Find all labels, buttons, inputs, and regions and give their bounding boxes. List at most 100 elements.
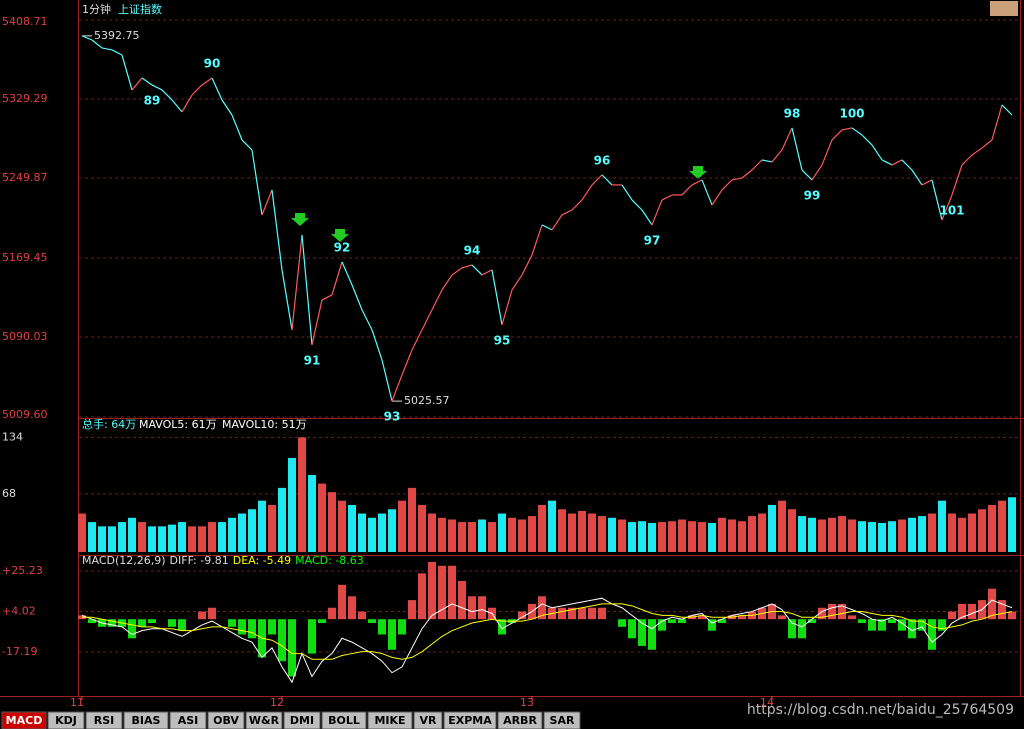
macd-title: MACD(12,26,9) bbox=[82, 554, 166, 567]
volume-bar bbox=[198, 526, 206, 552]
volume-bar bbox=[278, 487, 286, 552]
tab-label[interactable]: EXPMA bbox=[448, 714, 492, 727]
macd-bar bbox=[828, 603, 836, 620]
tab[interactable] bbox=[543, 711, 581, 729]
wave-label: 96 bbox=[594, 153, 611, 167]
diff-readout: DIFF: -9.81 bbox=[170, 554, 229, 567]
price-segment bbox=[651, 199, 663, 226]
volume-bar bbox=[618, 519, 626, 552]
volume-bar bbox=[448, 519, 456, 552]
volume-bar bbox=[348, 504, 356, 552]
price-segment bbox=[121, 54, 133, 91]
price-segment bbox=[241, 139, 253, 151]
volume-bar bbox=[338, 500, 346, 552]
volume-bar bbox=[78, 513, 86, 552]
tab[interactable] bbox=[169, 711, 207, 729]
tab-label[interactable]: MIKE bbox=[374, 714, 405, 727]
y-tick-label: 68 bbox=[2, 487, 16, 500]
price-segment bbox=[841, 127, 853, 131]
volume-bar bbox=[738, 521, 746, 552]
volume-bar bbox=[578, 510, 586, 552]
volume-bar bbox=[888, 521, 896, 552]
price-segment bbox=[421, 309, 433, 331]
price-segment bbox=[621, 184, 633, 201]
macd-bar bbox=[328, 607, 336, 620]
macd-bar bbox=[88, 619, 96, 624]
price-segment bbox=[881, 159, 893, 166]
volume-bar bbox=[358, 513, 366, 552]
y-tick-label: 5329.29 bbox=[2, 92, 48, 105]
macd-bar bbox=[808, 619, 816, 624]
volume-bar bbox=[768, 504, 776, 552]
tab-label[interactable]: W&R bbox=[249, 714, 280, 727]
tab-label[interactable]: SAR bbox=[550, 714, 575, 727]
volume-bar bbox=[268, 504, 276, 552]
macd-bar bbox=[998, 600, 1006, 620]
macd-bar bbox=[698, 615, 706, 620]
volume-bar bbox=[978, 509, 986, 552]
tab-label[interactable]: OBV bbox=[213, 714, 239, 727]
volume-bar bbox=[798, 516, 806, 552]
tab[interactable] bbox=[283, 711, 321, 729]
tab-label[interactable]: ASI bbox=[178, 714, 199, 727]
macd-bar bbox=[518, 611, 526, 620]
y-tick-label: +25.23 bbox=[2, 564, 43, 577]
macd-bar bbox=[858, 619, 866, 624]
watermark: https://blog.csdn.net/baidu_25764509 bbox=[747, 702, 1014, 718]
tab[interactable] bbox=[245, 711, 283, 729]
wave-label: 90 bbox=[204, 57, 221, 71]
tab[interactable] bbox=[207, 711, 245, 729]
macd-bar bbox=[278, 619, 286, 662]
volume-bar bbox=[808, 517, 816, 552]
volume-bar bbox=[858, 521, 866, 552]
tab[interactable] bbox=[123, 711, 169, 729]
tab-label[interactable]: MACD bbox=[6, 714, 43, 727]
price-segment bbox=[331, 261, 343, 296]
price-segment bbox=[101, 47, 113, 51]
macd-readout: MACD: -8.63 bbox=[295, 554, 364, 567]
tab[interactable] bbox=[497, 711, 543, 729]
macd-bar bbox=[738, 615, 746, 620]
tab[interactable] bbox=[321, 711, 367, 729]
price-segment bbox=[861, 134, 873, 146]
tab-bar: MACD KDJ RSI BIAS ASI OBV W&R DMI BOLL MIKE VR EXPM… bbox=[1, 711, 581, 729]
macd-bar bbox=[238, 619, 246, 635]
volume-bar bbox=[428, 513, 436, 552]
tab-label[interactable]: VR bbox=[420, 714, 438, 727]
macd-bar bbox=[408, 600, 416, 620]
tab-label[interactable]: KDJ bbox=[55, 714, 77, 727]
icon[interactable] bbox=[990, 1, 1018, 16]
wave-label: 101 bbox=[939, 203, 964, 217]
volume-bar bbox=[188, 526, 196, 552]
tab[interactable] bbox=[47, 711, 85, 729]
tab-label[interactable]: ARBR bbox=[503, 714, 537, 727]
price-segment bbox=[801, 169, 813, 181]
tab[interactable] bbox=[367, 711, 413, 729]
tab-label[interactable]: DMI bbox=[290, 714, 314, 727]
macd-bar bbox=[918, 619, 926, 631]
tab[interactable] bbox=[443, 711, 497, 729]
volume-bar bbox=[948, 513, 956, 552]
price-segment bbox=[771, 149, 783, 163]
tab[interactable] bbox=[85, 711, 123, 729]
y-tick-label: 5249.87 bbox=[2, 171, 48, 184]
price-segment bbox=[311, 299, 323, 346]
price-segment bbox=[711, 189, 723, 206]
tab[interactable] bbox=[1, 711, 47, 729]
price-label: 5392.75 bbox=[94, 29, 140, 42]
tab[interactable] bbox=[413, 711, 443, 729]
price-segment bbox=[821, 139, 833, 166]
arrow bbox=[689, 166, 707, 179]
macd-bar bbox=[498, 619, 506, 635]
frame bbox=[0, 0, 1024, 697]
wave-label: 99 bbox=[804, 188, 821, 202]
volume-bar bbox=[668, 521, 676, 552]
price-segment bbox=[221, 99, 233, 116]
volume-bar bbox=[928, 513, 936, 552]
tab-label[interactable]: BOLL bbox=[328, 714, 360, 727]
volume-total: 总手: 64万 bbox=[82, 417, 136, 431]
price-segment bbox=[991, 104, 1003, 141]
price-segment bbox=[781, 127, 793, 151]
tab-label[interactable]: RSI bbox=[94, 714, 115, 727]
tab-label[interactable]: BIAS bbox=[132, 714, 161, 727]
